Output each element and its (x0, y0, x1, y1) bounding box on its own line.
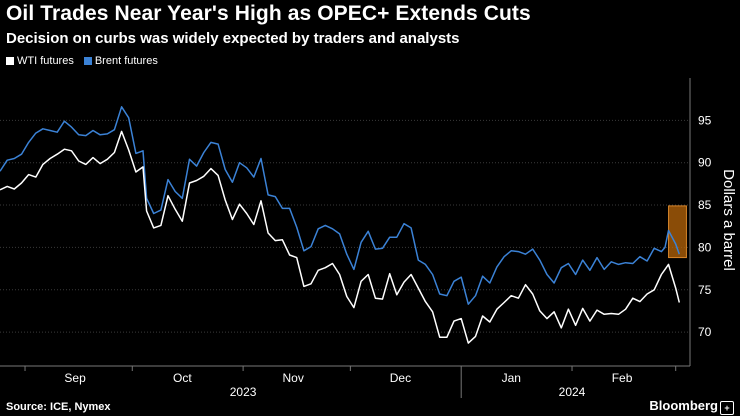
series-line-brent (0, 106, 681, 305)
y-tick-label-75: 75 (698, 283, 712, 297)
legend-swatch-brent (83, 57, 92, 65)
bloomberg-mark-icon: + (720, 401, 734, 415)
x-tick-label-jan: Jan (502, 371, 521, 385)
y-tick-label-85: 85 (698, 198, 712, 212)
legend-label-wti: WTI futures (17, 55, 74, 67)
y-tick-label-80: 80 (698, 240, 712, 254)
chart-title: Oil Trades Near Year's High as OPEC+ Ext… (6, 2, 531, 25)
y-tick-label-90: 90 (698, 156, 712, 170)
year-label-2024: 2024 (559, 385, 586, 399)
legend-label-brent: Brent futures (94, 55, 158, 67)
legend-item-wti: WTI futures (6, 55, 74, 67)
y-tick-label-70: 70 (698, 325, 712, 339)
x-tick-label-dec: Dec (390, 371, 411, 385)
legend: WTI futures Brent futures (6, 55, 158, 67)
x-tick-label-nov: Nov (282, 371, 303, 385)
x-tick-label-feb: Feb (612, 371, 633, 385)
bloomberg-logo: Bloomberg (649, 398, 718, 413)
legend-item-brent: Brent futures (83, 55, 158, 67)
source-note: Source: ICE, Nymex (6, 401, 111, 413)
x-tick-label-sep: Sep (64, 371, 86, 385)
legend-swatch-wti (6, 57, 14, 65)
y-axis-title: Dollars a barrel (720, 169, 737, 271)
y-tick-label-95: 95 (698, 113, 712, 127)
chart-subtitle: Decision on curbs was widely expected by… (6, 30, 460, 47)
year-label-2023: 2023 (230, 385, 257, 399)
x-tick-label-oct: Oct (173, 371, 192, 385)
series-line-wti (0, 130, 681, 344)
